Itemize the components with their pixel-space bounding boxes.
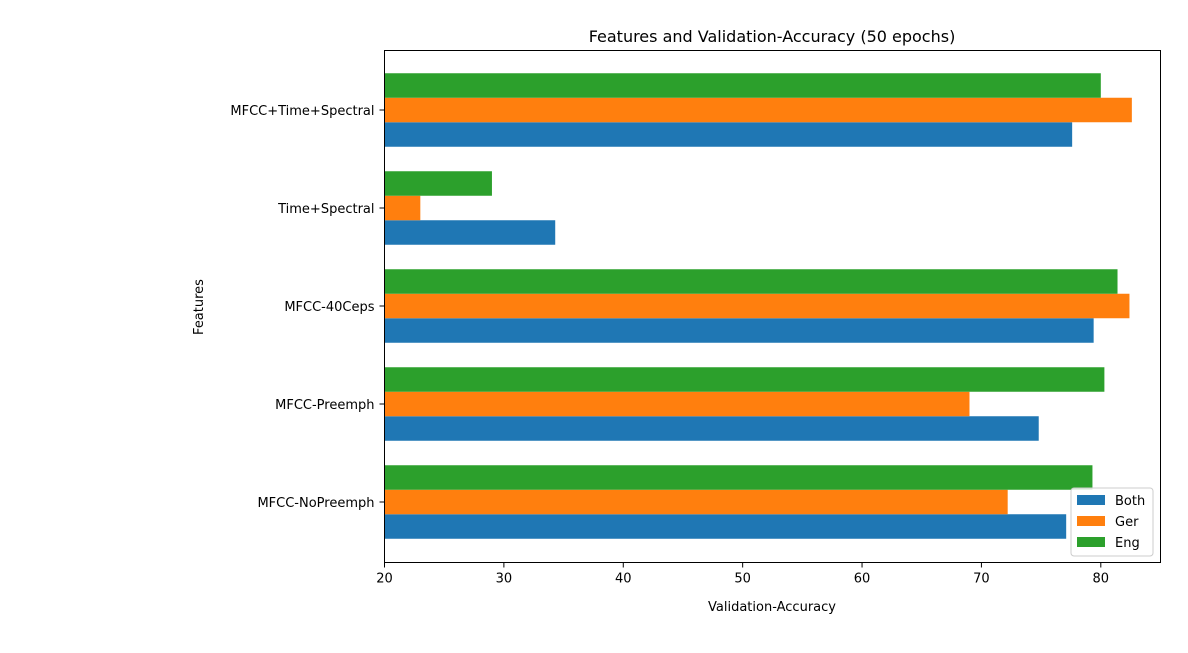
x-axis-label: Validation-Accuracy bbox=[708, 600, 836, 615]
legend: Both Ger Eng bbox=[1070, 487, 1154, 557]
legend-swatch-both bbox=[1077, 495, 1105, 505]
bar-both-2 bbox=[384, 318, 1094, 343]
bar-ger-1 bbox=[384, 391, 970, 417]
y-tick-label: MFCC-NoPreemph bbox=[257, 496, 374, 511]
bar-both-0 bbox=[384, 514, 1067, 539]
bars-group bbox=[384, 73, 1132, 539]
bar-both-4 bbox=[384, 122, 1073, 147]
bar-eng-0 bbox=[384, 465, 1093, 490]
bar-ger-4 bbox=[384, 97, 1132, 123]
y-tick-label: Time+Spectral bbox=[277, 202, 374, 217]
chart-title: Features and Validation-Accuracy (50 epo… bbox=[589, 27, 956, 46]
bar-ger-0 bbox=[384, 489, 1008, 515]
bar-eng-2 bbox=[384, 269, 1118, 294]
y-axis-label: Features bbox=[192, 279, 207, 335]
legend-label-both: Both bbox=[1115, 494, 1145, 509]
x-tick-label: 70 bbox=[973, 572, 990, 587]
x-tick-label: 20 bbox=[376, 572, 393, 587]
y-axis: MFCC-NoPreemph MFCC-Preemph MFCC-40Ceps Tim… bbox=[230, 104, 385, 511]
bar-eng-3 bbox=[384, 171, 492, 196]
x-tick-label: 50 bbox=[734, 572, 751, 587]
bar-both-1 bbox=[384, 416, 1039, 441]
x-tick-label: 40 bbox=[615, 572, 632, 587]
x-tick-label: 30 bbox=[496, 572, 513, 587]
bar-ger-2 bbox=[384, 293, 1130, 319]
legend-label-eng: Eng bbox=[1115, 536, 1140, 551]
bar-eng-4 bbox=[384, 73, 1101, 98]
x-tick-label: 60 bbox=[854, 572, 871, 587]
bar-both-3 bbox=[384, 220, 556, 245]
y-tick-label: MFCC-Preemph bbox=[275, 398, 374, 413]
bar-eng-1 bbox=[384, 367, 1105, 392]
x-axis: 20 30 40 50 60 70 80 bbox=[376, 562, 1110, 587]
legend-swatch-ger bbox=[1077, 516, 1105, 526]
y-tick-label: MFCC-40Ceps bbox=[284, 300, 374, 315]
legend-swatch-eng bbox=[1077, 537, 1105, 547]
bar-ger-3 bbox=[384, 195, 421, 221]
legend-label-ger: Ger bbox=[1115, 515, 1139, 530]
x-tick-label: 80 bbox=[1093, 572, 1110, 587]
y-tick-label: MFCC+Time+Spectral bbox=[230, 104, 374, 119]
